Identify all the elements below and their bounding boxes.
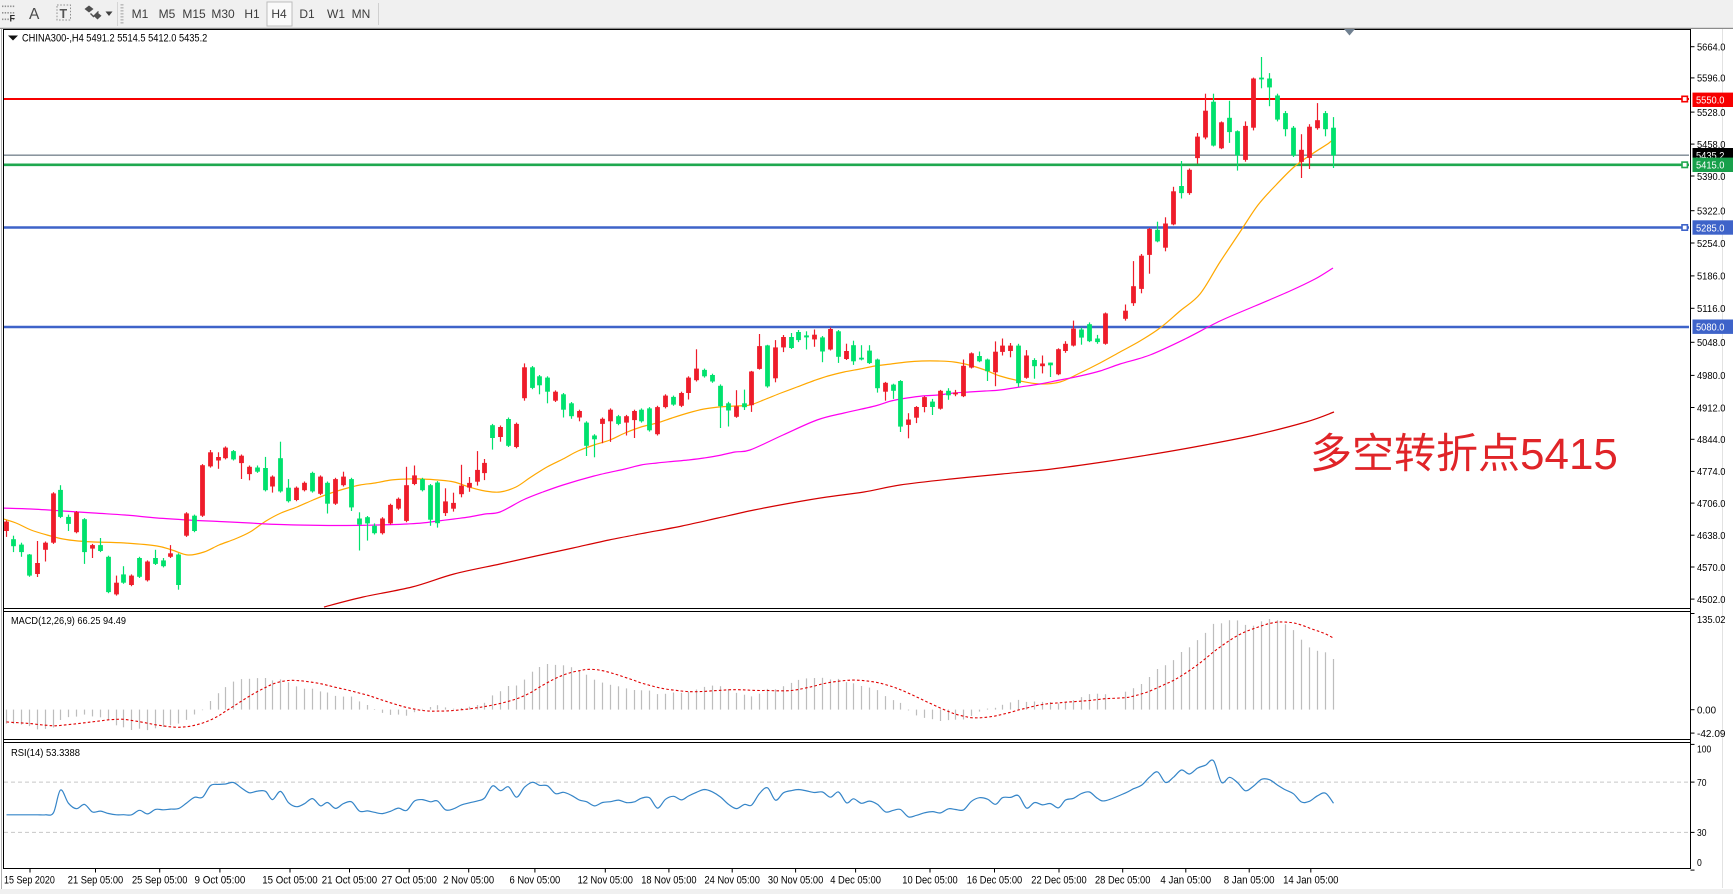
svg-text:M5: M5 [159, 7, 176, 21]
svg-text:100: 100 [1697, 744, 1711, 756]
svg-text:5458.0: 5458.0 [1697, 139, 1726, 151]
svg-text:4706.0: 4706.0 [1697, 498, 1726, 510]
svg-text:15 Oct 05:00: 15 Oct 05:00 [262, 875, 317, 887]
svg-text:5116.0: 5116.0 [1697, 303, 1726, 315]
svg-text:D1: D1 [299, 7, 315, 21]
svg-text:M15: M15 [182, 7, 206, 21]
svg-text:5550.0: 5550.0 [1696, 95, 1725, 107]
svg-text:5415: 5415 [1520, 430, 1618, 479]
svg-text:70: 70 [1697, 777, 1707, 789]
svg-text:-42.09: -42.09 [1697, 728, 1726, 740]
svg-text:MACD(12,26,9) 66.25 94.49: MACD(12,26,9) 66.25 94.49 [11, 615, 126, 627]
svg-text:10 Dec 05:00: 10 Dec 05:00 [902, 875, 957, 887]
svg-text:5254.0: 5254.0 [1697, 238, 1726, 250]
svg-text:4570.0: 4570.0 [1697, 562, 1726, 574]
svg-text:5390.0: 5390.0 [1697, 171, 1726, 183]
svg-text:5415.0: 5415.0 [1696, 160, 1725, 172]
svg-text:5048.0: 5048.0 [1697, 337, 1726, 349]
svg-text:RSI(14) 53.3388: RSI(14) 53.3388 [11, 747, 80, 759]
svg-text:4912.0: 4912.0 [1697, 402, 1726, 414]
svg-text:21 Sep 05:00: 21 Sep 05:00 [68, 875, 123, 887]
svg-text:27 Oct 05:00: 27 Oct 05:00 [382, 875, 437, 887]
svg-text:4 Dec 05:00: 4 Dec 05:00 [830, 875, 881, 887]
svg-text:4638.0: 4638.0 [1697, 530, 1726, 542]
svg-text:T: T [60, 7, 68, 21]
svg-text:MN: MN [352, 7, 371, 21]
svg-text:4502.0: 4502.0 [1697, 594, 1726, 606]
svg-text:F: F [10, 14, 16, 24]
svg-text:5080.0: 5080.0 [1696, 322, 1725, 334]
svg-text:9 Oct 05:00: 9 Oct 05:00 [195, 875, 246, 887]
svg-text:135.02: 135.02 [1697, 614, 1726, 626]
svg-text:25 Sep 05:00: 25 Sep 05:00 [132, 875, 187, 887]
svg-text:H4: H4 [271, 7, 287, 21]
svg-text:H1: H1 [244, 7, 260, 21]
svg-text:5664.0: 5664.0 [1697, 42, 1726, 54]
svg-text:4980.0: 4980.0 [1697, 370, 1726, 382]
svg-text:W1: W1 [327, 7, 345, 21]
svg-text:8 Jan 05:00: 8 Jan 05:00 [1224, 875, 1275, 887]
svg-text:M30: M30 [211, 7, 235, 21]
svg-text:22 Dec 05:00: 22 Dec 05:00 [1031, 875, 1086, 887]
svg-text:21 Oct 05:00: 21 Oct 05:00 [322, 875, 377, 887]
svg-text:16 Dec 05:00: 16 Dec 05:00 [967, 875, 1022, 887]
svg-text:5596.0: 5596.0 [1697, 73, 1726, 85]
svg-text:5186.0: 5186.0 [1697, 271, 1726, 283]
svg-text:A: A [29, 6, 40, 23]
svg-text:5528.0: 5528.0 [1697, 107, 1726, 119]
svg-text:15 Sep 2020: 15 Sep 2020 [4, 875, 55, 887]
svg-text:14 Jan 05:00: 14 Jan 05:00 [1283, 875, 1338, 887]
svg-text:4 Jan 05:00: 4 Jan 05:00 [1160, 875, 1211, 887]
svg-text:CHINA300-,H4 5491.2 5514.5 54: CHINA300-,H4 5491.2 5514.5 5412.0 5435.2 [22, 33, 207, 45]
svg-text:0: 0 [1697, 857, 1702, 869]
svg-text:24 Nov 05:00: 24 Nov 05:00 [705, 875, 760, 887]
svg-text:4844.0: 4844.0 [1697, 434, 1726, 446]
svg-text:5322.0: 5322.0 [1697, 206, 1726, 218]
svg-text:0.00: 0.00 [1697, 705, 1716, 717]
svg-text:4774.0: 4774.0 [1697, 466, 1726, 478]
svg-text:30 Nov 05:00: 30 Nov 05:00 [768, 875, 823, 887]
svg-text:5285.0: 5285.0 [1696, 222, 1725, 234]
svg-text:6 Nov 05:00: 6 Nov 05:00 [510, 875, 561, 887]
svg-text:12 Nov 05:00: 12 Nov 05:00 [578, 875, 633, 887]
svg-text:30: 30 [1697, 827, 1707, 839]
svg-text:2 Nov 05:00: 2 Nov 05:00 [443, 875, 494, 887]
svg-text:18 Nov 05:00: 18 Nov 05:00 [641, 875, 696, 887]
svg-text:M1: M1 [132, 7, 149, 21]
svg-text:28 Dec 05:00: 28 Dec 05:00 [1095, 875, 1150, 887]
